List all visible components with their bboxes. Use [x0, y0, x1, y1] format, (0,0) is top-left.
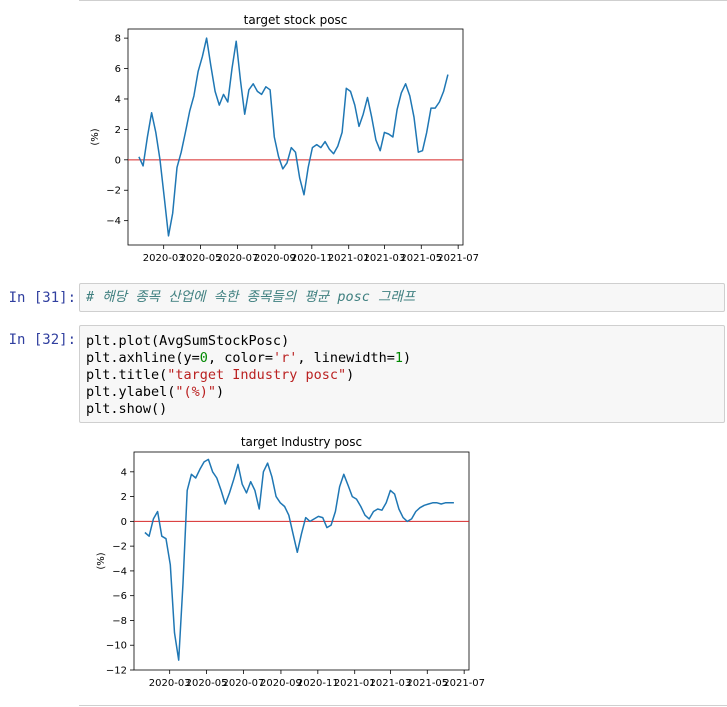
x-tick-label: 2021-03	[363, 253, 405, 264]
x-tick-label: 2020-09	[254, 253, 296, 264]
code-line-2: plt.axhline(y=0, color='r', linewidth=1)	[86, 350, 412, 366]
y-axis-label: (%)	[90, 128, 101, 145]
plot-frame	[127, 28, 464, 246]
code-line-3: plt.title("target Industry posc")	[86, 367, 355, 383]
code-line-4: plt.ylabel("(%)")	[86, 384, 225, 400]
target-stock-posc-chart: target stock posc −4 −2 0 2 4 6 8 2020-032020-05…	[90, 13, 479, 264]
y-tick-label: −2	[112, 542, 127, 553]
chart-title: target stock posc	[244, 13, 348, 27]
previous-cell-border	[79, 0, 727, 1]
x-tick-label: 2021-07	[443, 678, 485, 689]
y-tick-label: 4	[121, 467, 127, 478]
markdown-comment-text: # 해당 종목 산업에 속한 종목들의 평균 posc 그래프	[86, 289, 416, 305]
x-tick-label: 2020-07	[223, 678, 265, 689]
y-tick-label: −4	[112, 566, 127, 577]
x-tick-label: 2021-05	[406, 678, 448, 689]
x-tick-label: 2020-05	[180, 253, 222, 264]
plot-frame	[133, 451, 470, 671]
x-tick-label: 2021-05	[400, 253, 442, 264]
x-tick-label: 2020-07	[217, 253, 259, 264]
series-line	[144, 458, 454, 661]
target-industry-posc-chart: target Industry posc −12 −10 −8 −6 −4 −2 0 2 4 202…	[96, 435, 485, 689]
x-tick-label: 2021-03	[369, 678, 411, 689]
y-tick-label: 6	[115, 64, 121, 75]
code-line-5: plt.show()	[86, 401, 168, 417]
code-cell-prompt: In [32]:	[8, 332, 76, 348]
code-cell[interactable]: plt.plot(AvgSumStockPosc) plt.axhline(y=…	[79, 325, 725, 423]
x-tick-label: 2020-11	[291, 253, 333, 264]
x-tick-label: 2021-07	[437, 253, 479, 264]
y-tick-label: −4	[106, 216, 121, 227]
y-tick-label: −10	[106, 641, 127, 652]
y-tick-label: 0	[115, 155, 121, 166]
code-line-1: plt.plot(AvgSumStockPosc)	[86, 333, 290, 349]
x-tick-label: 2020-09	[260, 678, 302, 689]
x-tick-label: 2020-05	[186, 678, 228, 689]
series-line	[138, 37, 449, 237]
y-tick-label: 2	[121, 492, 127, 503]
y-tick-label: −12	[106, 666, 127, 677]
y-tick-label: −2	[106, 186, 121, 197]
chart-title: target Industry posc	[241, 435, 362, 449]
x-tick-label: 2021-01	[328, 253, 370, 264]
y-tick-label: 0	[121, 517, 127, 528]
y-tick-label: −8	[112, 616, 127, 627]
y-tick-label: 2	[115, 125, 121, 136]
markdown-cell[interactable]: # 해당 종목 산업에 속한 종목들의 평균 posc 그래프	[79, 283, 725, 312]
y-tick-label: −6	[112, 591, 127, 602]
next-cell-border	[79, 705, 727, 706]
x-tick-label: 2021-01	[334, 678, 376, 689]
y-axis-label: (%)	[96, 552, 107, 569]
md-cell-prompt: In [31]:	[8, 290, 76, 306]
x-tick-label: 2020-11	[297, 678, 339, 689]
x-tick-label: 2020-03	[149, 678, 191, 689]
x-tick-label: 2020-03	[143, 253, 185, 264]
y-tick-label: 4	[115, 94, 121, 105]
y-tick-label: 8	[115, 34, 121, 45]
